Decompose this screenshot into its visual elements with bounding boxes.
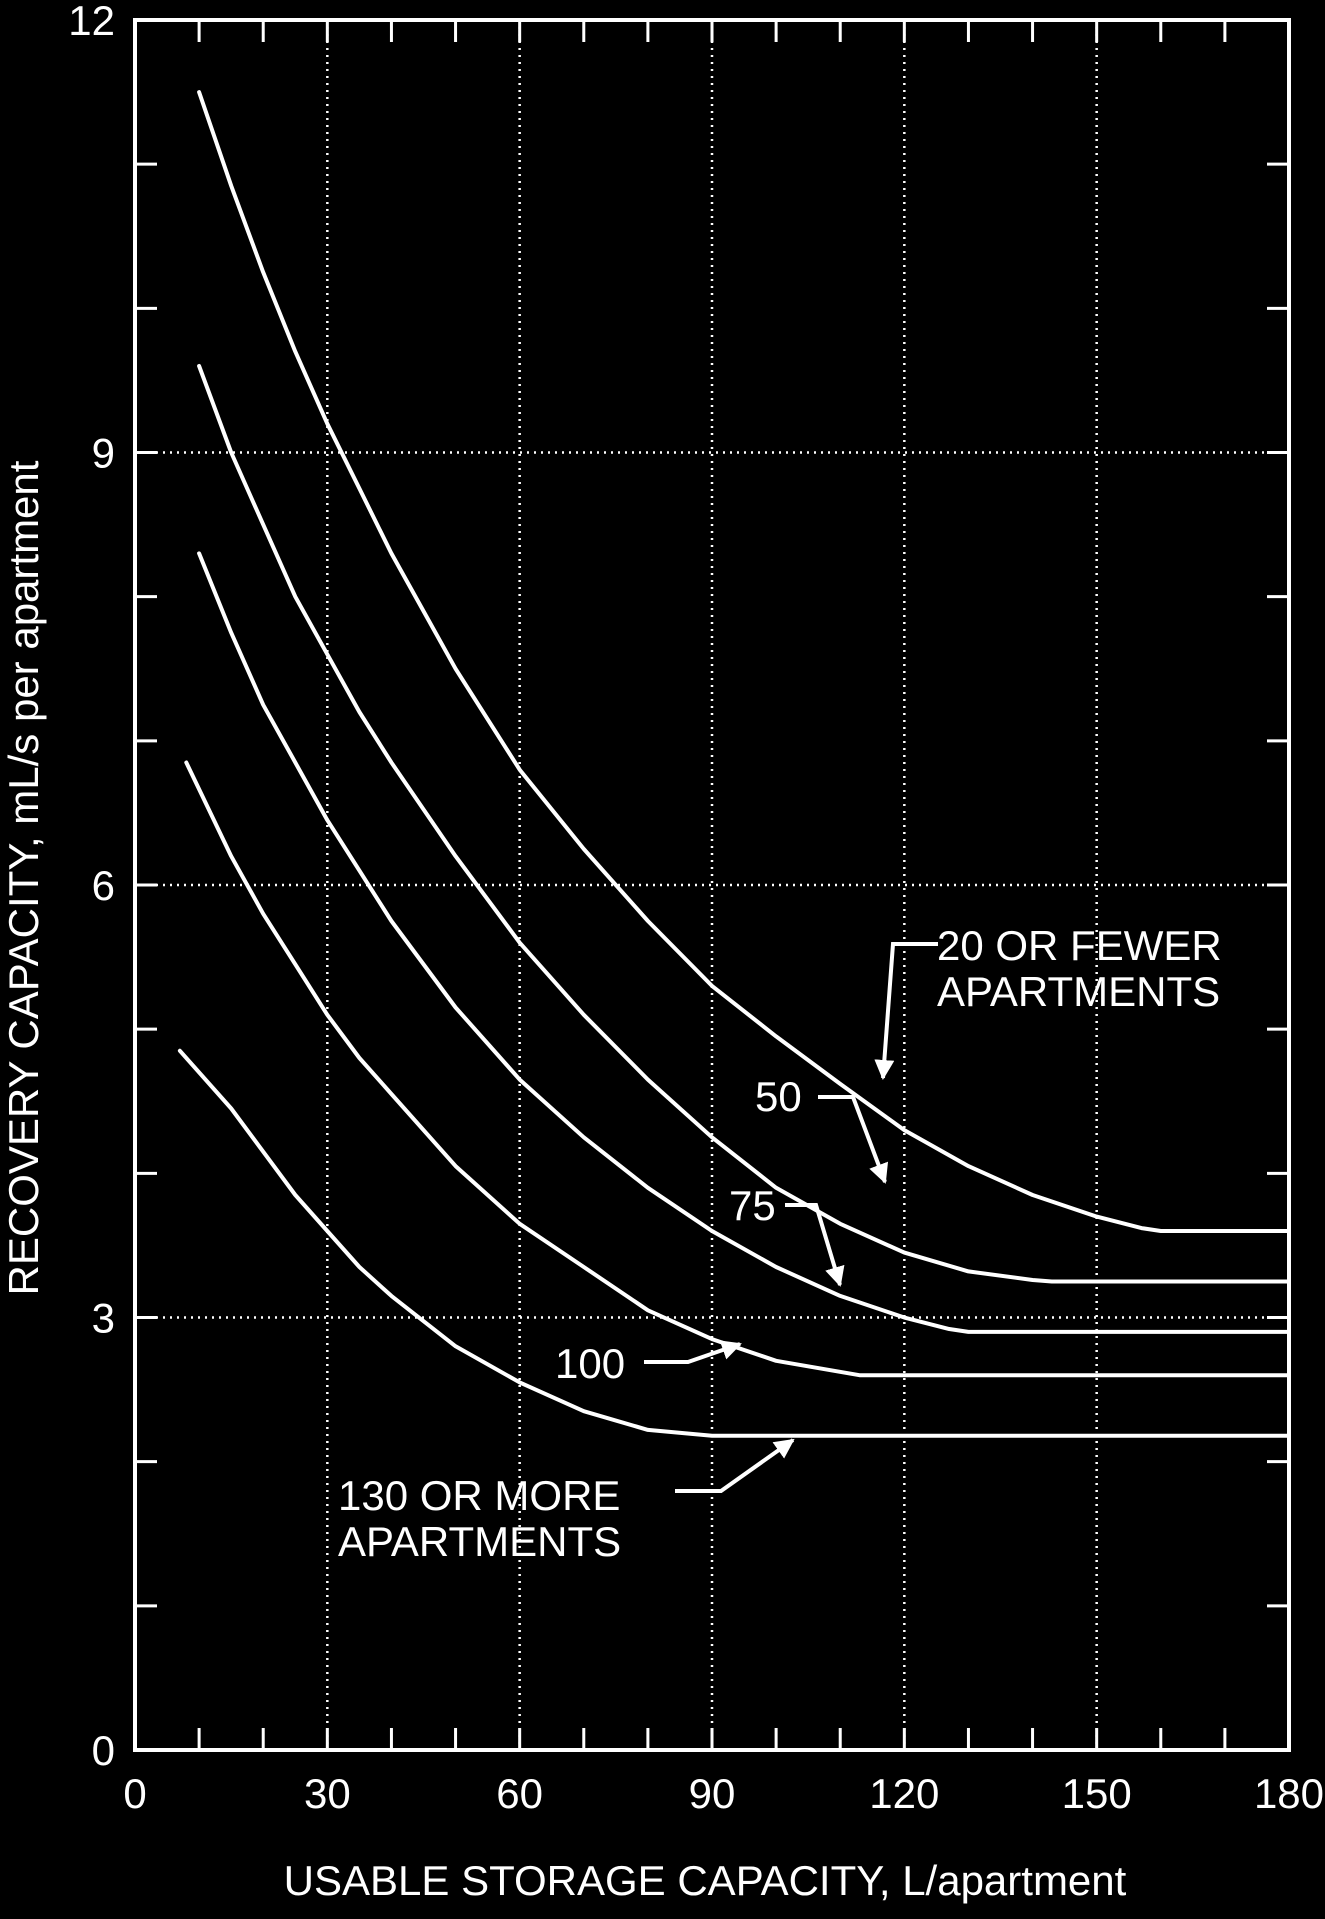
grid	[135, 20, 1289, 1750]
y-tick-label: 3	[92, 1295, 115, 1342]
x-tick-label: 30	[304, 1770, 351, 1817]
annotation-label: 130 OR MORE	[338, 1472, 620, 1519]
series-line	[197, 90, 1291, 1233]
annotation-label: 75	[729, 1182, 776, 1229]
series-line	[184, 760, 1291, 1378]
y-tick-label: 9	[92, 430, 115, 477]
x-tick-label: 180	[1254, 1770, 1324, 1817]
curves	[177, 90, 1291, 1438]
annotation-arrow	[644, 1340, 742, 1364]
annotation-arrow	[818, 1095, 889, 1184]
annotation-label: 20 OR FEWER	[937, 922, 1222, 969]
annotation-arrow	[675, 1438, 795, 1493]
series-line	[197, 551, 1291, 1334]
series-line	[197, 364, 1291, 1284]
x-tick-label: 120	[869, 1770, 939, 1817]
x-tick-label: 60	[496, 1770, 543, 1817]
x-tick-label: 0	[123, 1770, 146, 1817]
tick-labels: 0 30 60 90 120 150 180 0 3 6 9 12	[68, 0, 1324, 1817]
x-tick-label: 150	[1062, 1770, 1132, 1817]
x-tick-label: 90	[689, 1770, 736, 1817]
annotation-label: APARTMENTS	[338, 1518, 621, 1565]
annotation-label: 50	[755, 1073, 802, 1120]
annotation-label: 100	[555, 1340, 625, 1387]
annotation-label: APARTMENTS	[937, 968, 1220, 1015]
y-tick-label: 12	[68, 0, 115, 44]
annotation-arrow	[785, 1203, 845, 1287]
plot-frame	[133, 18, 1291, 1752]
y-axis-label: RECOVERY CAPACITY, mL/s per apartment	[0, 460, 47, 1295]
annotation-arrow	[874, 942, 938, 1080]
y-tick-label: 6	[92, 862, 115, 909]
y-tick-label: 0	[92, 1727, 115, 1774]
x-axis-label: USABLE STORAGE CAPACITY, L/apartment	[284, 1857, 1127, 1904]
series-line	[177, 1048, 1291, 1438]
